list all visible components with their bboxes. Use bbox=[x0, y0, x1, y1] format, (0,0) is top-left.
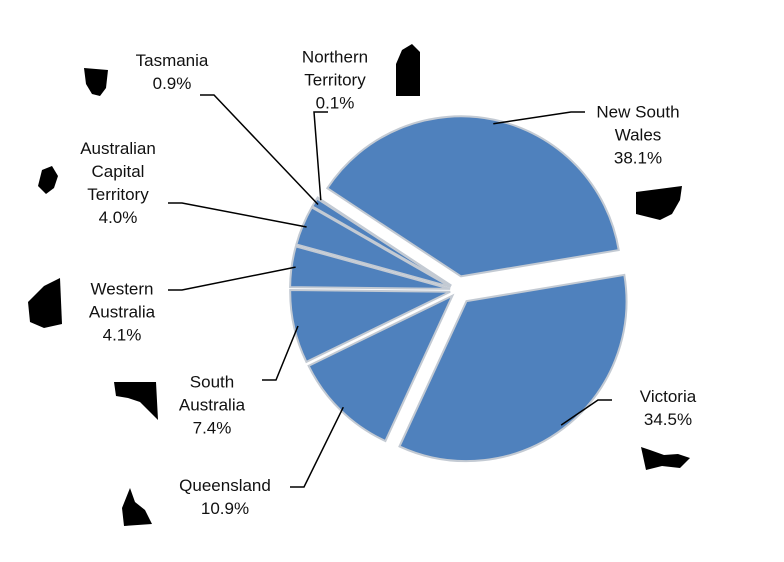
nt-icon bbox=[396, 44, 420, 96]
pie-slice bbox=[315, 196, 452, 287]
slice-value: 7.4% bbox=[192, 418, 232, 438]
leader-line bbox=[290, 406, 344, 488]
slice-name: Queensland bbox=[179, 476, 271, 495]
slice-value: 10.9% bbox=[200, 499, 250, 518]
leader-line bbox=[168, 202, 307, 228]
slice-label: Victoria 34.5% bbox=[618, 385, 718, 431]
leader-line bbox=[262, 325, 299, 381]
slice-label: Northern Territory 0.1% bbox=[280, 46, 390, 115]
slice-value: 0.1% bbox=[315, 93, 355, 113]
wa-icon bbox=[28, 278, 62, 328]
slice-label: Tasmania 0.9% bbox=[117, 49, 227, 95]
slice-label: Australian Capital Territory 4.0% bbox=[63, 137, 173, 229]
slice-name: Australian Capital Territory bbox=[80, 139, 156, 204]
sa-icon bbox=[114, 382, 158, 420]
pie-slice bbox=[289, 288, 451, 364]
state-icons bbox=[28, 44, 690, 526]
slice-label: New South Wales 38.1% bbox=[583, 101, 693, 170]
tas-icon bbox=[84, 68, 108, 96]
qld-icon bbox=[122, 488, 152, 526]
slice-value: 0.9% bbox=[152, 74, 192, 93]
leader-line bbox=[560, 399, 612, 426]
act-icon bbox=[38, 166, 58, 194]
slice-value: 4.0% bbox=[98, 208, 138, 227]
leader-line bbox=[493, 111, 585, 125]
slice-value: 34.5% bbox=[643, 410, 693, 429]
slice-name: Northern Territory bbox=[301, 47, 369, 90]
slice-name: Tasmania bbox=[135, 51, 209, 70]
leader-line bbox=[313, 111, 328, 201]
slice-value: 38.1% bbox=[613, 148, 663, 168]
pie-slice bbox=[325, 115, 620, 278]
nsw-icon bbox=[636, 186, 682, 220]
pie-slice bbox=[398, 273, 628, 463]
vic-icon bbox=[641, 447, 690, 470]
pie-slice bbox=[289, 245, 451, 290]
slice-name: New South Wales bbox=[596, 102, 680, 145]
slice-name: South Australia bbox=[178, 372, 246, 415]
slice-name: Victoria bbox=[639, 387, 697, 406]
pie-slice bbox=[295, 206, 452, 288]
slice-label: Queensland 10.9% bbox=[160, 474, 290, 520]
slice-value: 4.1% bbox=[102, 325, 142, 345]
slice-name: Western Australia bbox=[88, 279, 156, 322]
leader-line bbox=[200, 94, 319, 206]
pie-slice bbox=[307, 293, 455, 443]
slice-label: Western Australia 4.1% bbox=[67, 278, 177, 347]
slice-label: South Australia 7.4% bbox=[162, 371, 262, 440]
leader-line bbox=[168, 266, 296, 291]
